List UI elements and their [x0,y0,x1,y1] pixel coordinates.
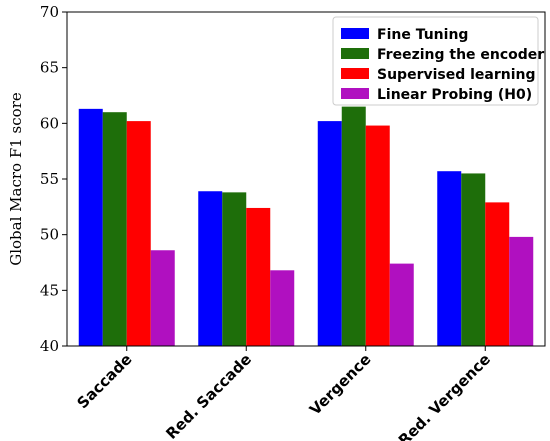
bar-supervised-learning-red-saccade [246,207,271,346]
bar-linear-probing-h0-saccade [150,250,175,346]
legend-entry: Supervised learning [377,67,536,83]
legend-swatch [341,88,369,99]
bar-freezing-the-encoder-red-saccade [222,192,247,346]
y-tick-label: 50 [40,226,59,244]
legend-swatch [341,28,369,39]
legend-box [332,16,539,106]
legend-entry: Freezing the encoder [377,47,544,63]
bar-fine-tuning-vergence [317,121,342,347]
bar-supervised-learning-saccade [126,121,151,347]
y-axis-label: Global Macro F1 score [7,92,25,266]
bar-supervised-learning-vergence [365,125,390,346]
y-tick-label: 40 [40,337,59,355]
legend-swatch [341,68,369,79]
bar-freezing-the-encoder-vergence [341,106,366,346]
bar-linear-probing-h0-vergence [389,263,414,346]
bar-freezing-the-encoder-saccade [102,112,127,346]
legend-swatch [341,48,369,59]
y-tick-label: 60 [40,114,59,132]
bars-group [78,106,534,347]
legend-entry: Fine Tuning [377,27,468,43]
x-tick-label: Red. Vergence [395,350,494,441]
bar-freezing-the-encoder-red-vergence [461,173,486,346]
bar-fine-tuning-saccade [78,108,103,346]
bar-supervised-learning-red-vergence [485,202,510,346]
bar-fine-tuning-red-saccade [198,191,223,346]
x-tick-label: Saccade [74,350,136,412]
y-tick-label: 45 [40,281,59,299]
bar-fine-tuning-red-vergence [437,171,462,346]
bar-linear-probing-h0-red-vergence [509,236,534,346]
x-axis: Saccade Red. Saccade Vergence Red. Vergence [74,346,494,441]
legend-entry: Linear Probing (H0) [377,87,532,103]
y-axis: 40 45 50 55 60 65 70 [40,3,67,355]
bar-linear-probing-h0-red-saccade [270,270,295,346]
y-tick-label: 65 [40,59,59,77]
x-tick-label: Vergence [306,350,375,419]
legend: Fine Tuning Freezing the encoder Supervise… [332,16,544,106]
y-tick-label: 55 [40,170,59,188]
x-tick-label: Red. Saccade [162,350,255,441]
y-tick-label: 70 [40,3,59,21]
